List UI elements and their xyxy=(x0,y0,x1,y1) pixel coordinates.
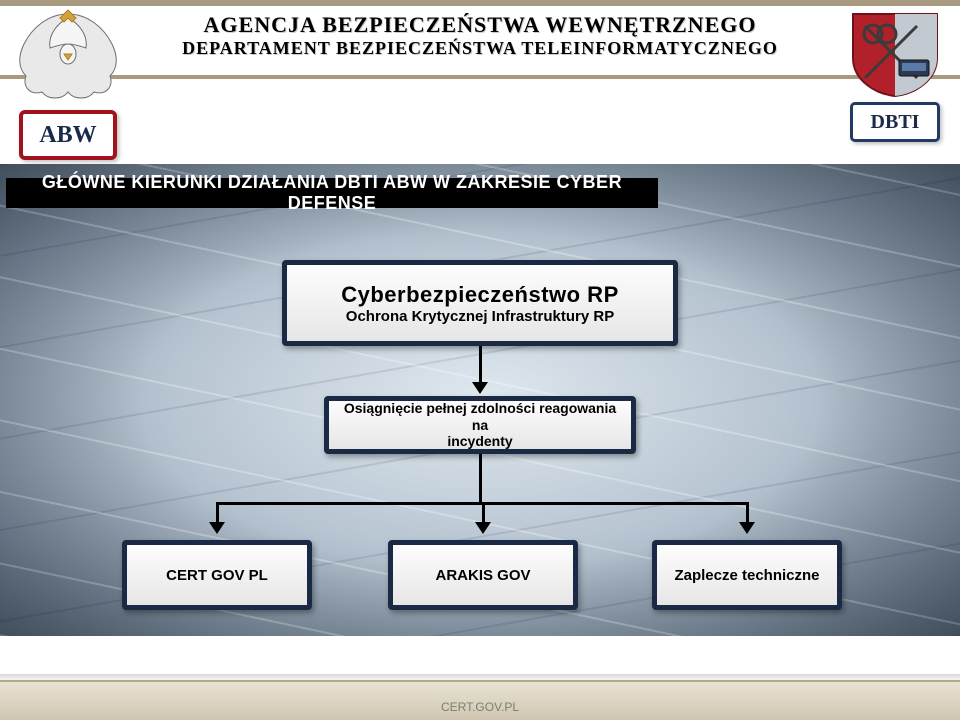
logo-left: ABW xyxy=(8,8,128,158)
section-title-text: GŁÓWNE KIERUNKI DZIAŁANIA DBTI ABW W ZAK… xyxy=(16,172,648,214)
eagle-icon xyxy=(8,8,128,103)
connector-v2 xyxy=(479,454,482,504)
arrowhead-drop-1 xyxy=(209,522,225,534)
flow-leaf-1: CERT GOV PL xyxy=(122,540,312,610)
flow-leaf-2-label: ARAKIS GOV xyxy=(435,567,530,584)
header-rule-bottom xyxy=(0,75,960,79)
connector-v1 xyxy=(479,346,482,384)
flow-root-box: Cyberbezpieczeństwo RP Ochrona Krytyczne… xyxy=(282,260,678,346)
page-root: AGENCJA BEZPIECZEŃSTWA WEWNĘTRZNEGO DEPA… xyxy=(0,0,960,720)
connector-drop-2 xyxy=(482,502,485,524)
connector-drop-3 xyxy=(746,502,749,524)
flow-leaf-1-label: CERT GOV PL xyxy=(166,567,268,584)
logo-right: DBTI xyxy=(840,8,950,158)
arrowhead-drop-2 xyxy=(475,522,491,534)
abw-badge-text: ABW xyxy=(39,122,96,149)
flow-mid-line1: Osiągnięcie pełnej zdolności reagowania … xyxy=(344,400,616,433)
footer-label: CERT.GOV.PL xyxy=(441,700,519,714)
flow-mid-text: Osiągnięcie pełnej zdolności reagowania … xyxy=(343,400,617,450)
shield-icon xyxy=(845,8,945,98)
flow-root-subtitle: Ochrona Krytycznej Infrastruktury RP xyxy=(346,308,614,325)
agency-name: AGENCJA BEZPIECZEŃSTWA WEWNĘTRZNEGO xyxy=(140,12,820,38)
section-title-bar: GŁÓWNE KIERUNKI DZIAŁANIA DBTI ABW W ZAK… xyxy=(6,178,658,208)
header-title: AGENCJA BEZPIECZEŃSTWA WEWNĘTRZNEGO DEPA… xyxy=(140,12,820,59)
flow-mid-box: Osiągnięcie pełnej zdolności reagowania … xyxy=(324,396,636,454)
arrowhead-drop-3 xyxy=(739,522,755,534)
flow-mid-line2: incydenty xyxy=(447,433,512,449)
connector-drop-1 xyxy=(216,502,219,524)
dbti-badge-text: DBTI xyxy=(871,111,920,134)
dbti-badge: DBTI xyxy=(850,102,940,142)
department-name: DEPARTAMENT BEZPIECZEŃSTWA TELEINFORMATY… xyxy=(140,38,820,59)
header-rule-top xyxy=(0,0,960,6)
flow-root-title: Cyberbezpieczeństwo RP xyxy=(341,282,619,308)
flow-leaf-2: ARAKIS GOV xyxy=(388,540,578,610)
flow-leaf-3: Zaplecze techniczne xyxy=(652,540,842,610)
abw-badge: ABW xyxy=(19,110,117,160)
flow-leaf-3-label: Zaplecze techniczne xyxy=(674,567,819,584)
arrowhead-1 xyxy=(472,382,488,394)
